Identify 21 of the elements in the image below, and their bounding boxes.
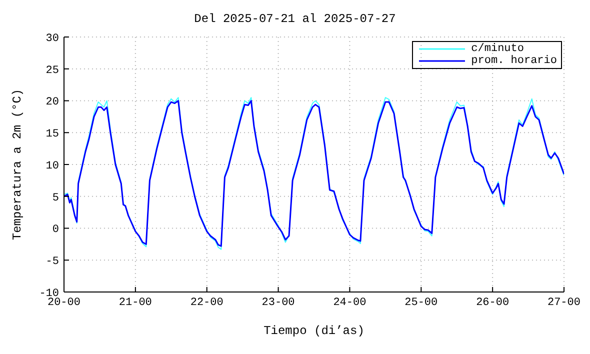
x-tick-label: 22-00 — [190, 296, 224, 309]
y-axis-title: Temperatura a 2m (°C) — [10, 88, 24, 240]
legend-label: c/minuto — [471, 43, 524, 55]
y-tick-label: 15 — [46, 128, 59, 141]
y-tick-label: 0 — [52, 224, 59, 236]
y-tick-label: 25 — [46, 64, 59, 77]
x-tick-label: 21-00 — [118, 296, 152, 309]
y-tick-label: 5 — [52, 192, 59, 204]
y-tick-label: 30 — [46, 32, 59, 45]
chart-title: Del 2025-07-21 al 2025-07-27 — [193, 12, 397, 26]
x-tick-label: 20-00 — [47, 296, 81, 309]
x-axis-title: Tiempo (di’as) — [264, 324, 364, 338]
x-tick-label: 27-00 — [547, 296, 581, 309]
y-tick-label: -5 — [46, 256, 59, 268]
y-tick-label: 10 — [46, 160, 59, 172]
x-tick-label: 25-00 — [404, 296, 438, 309]
legend-label: prom. horario — [471, 55, 557, 67]
x-tick-label: 23-00 — [262, 296, 295, 309]
y-tick-label: 20 — [46, 96, 59, 109]
x-tick-label: 24-00 — [333, 296, 366, 309]
x-tick-label: 26-00 — [476, 296, 510, 309]
